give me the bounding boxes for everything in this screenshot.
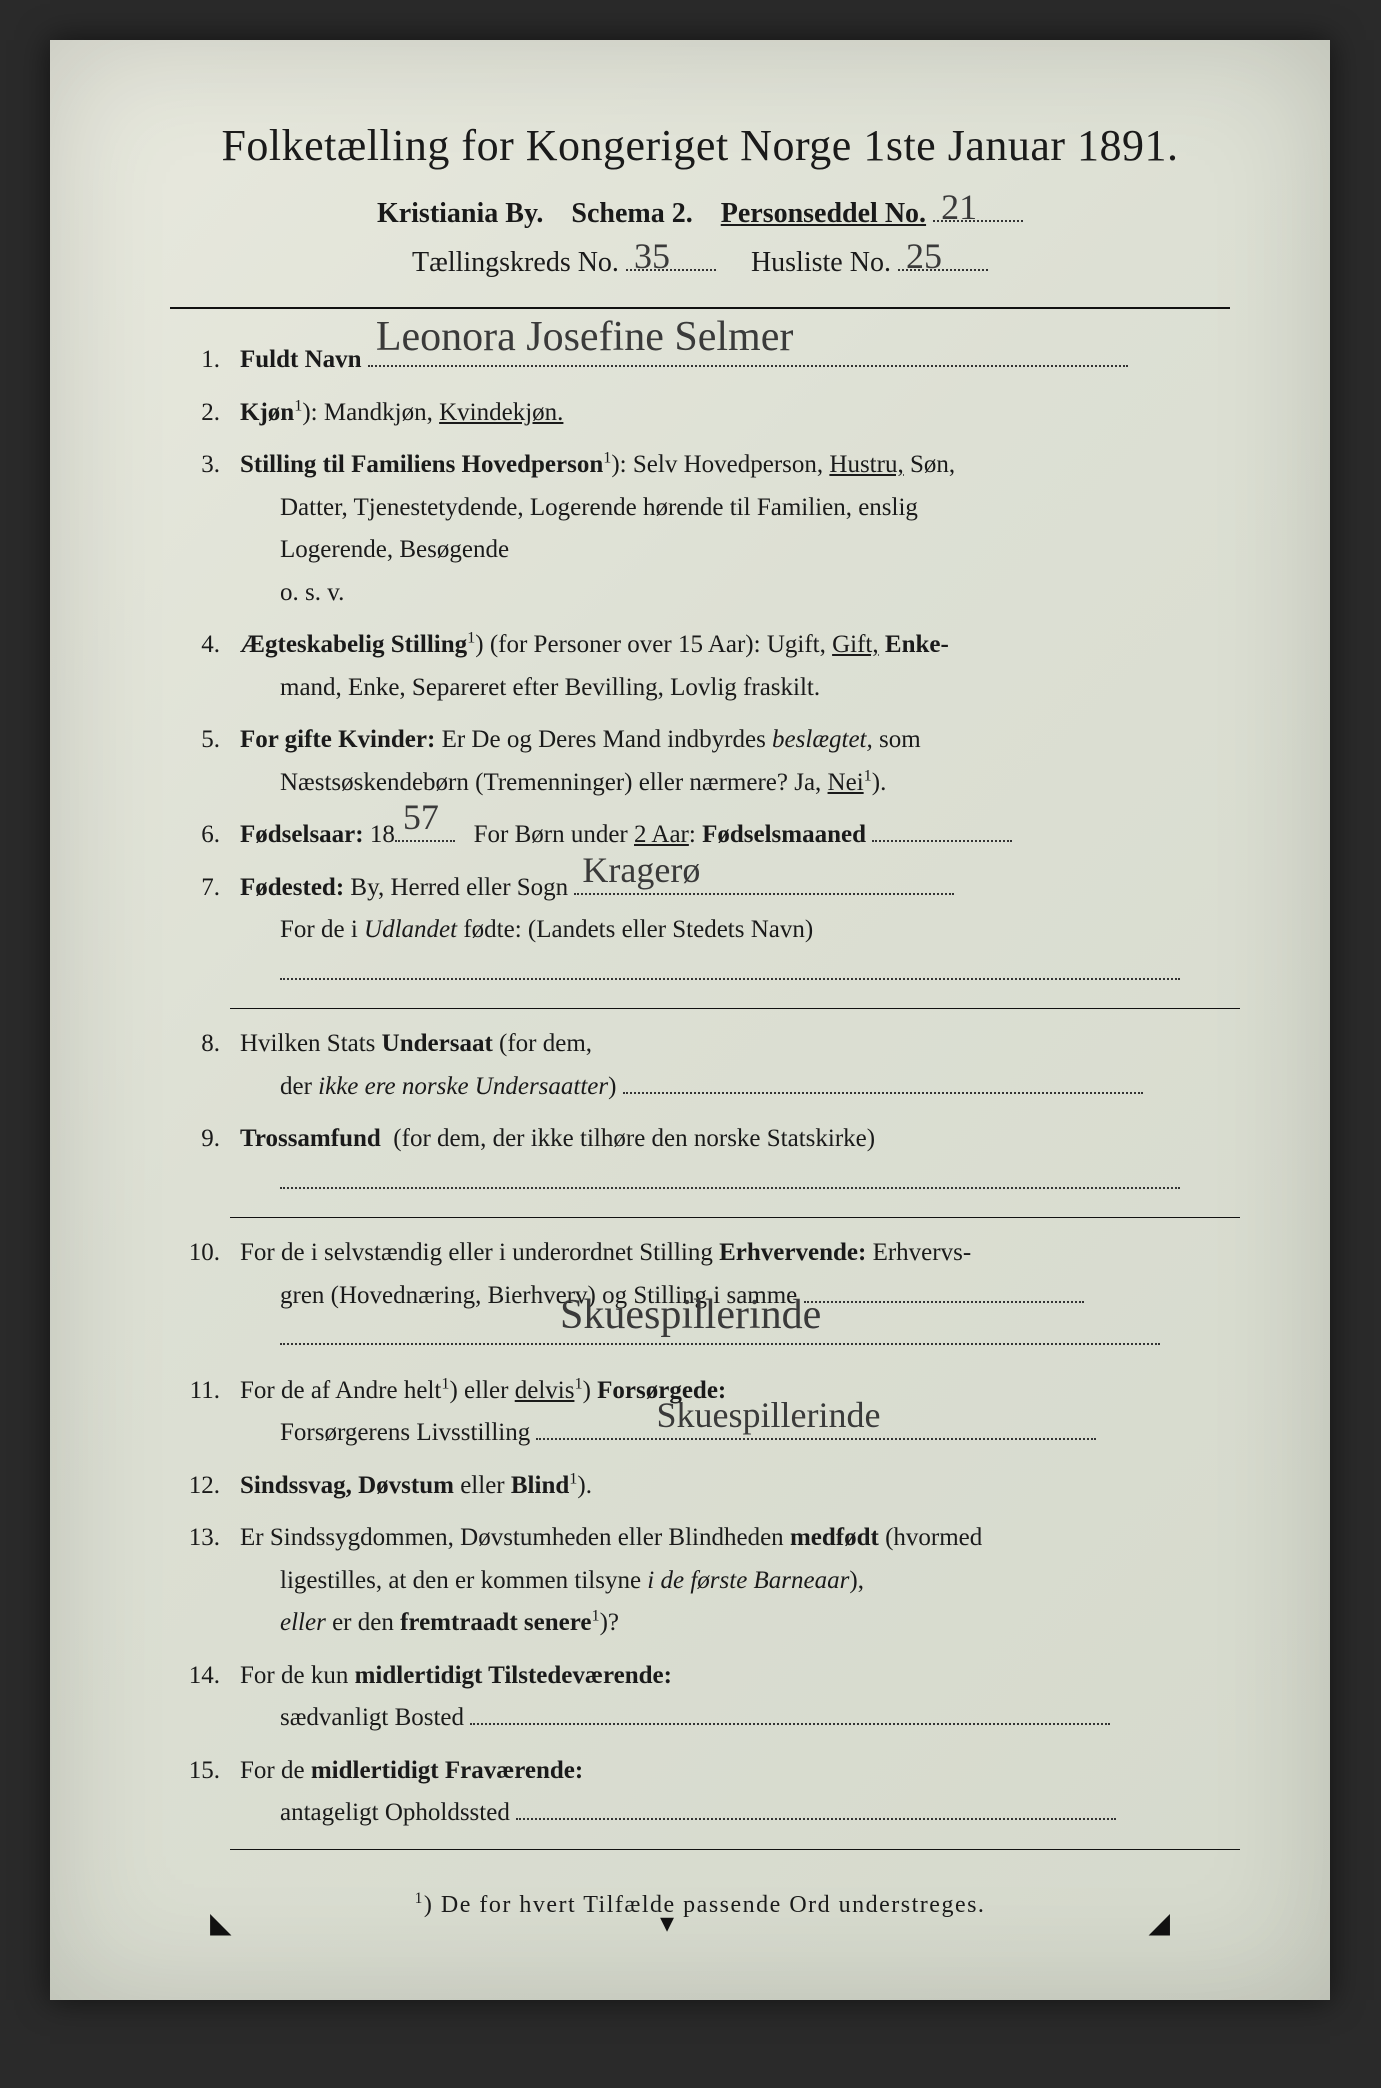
schema-label: Schema 2.	[571, 198, 692, 229]
item-2-opt-a: Mandkjøn,	[324, 399, 433, 426]
personseddel-no-value: 21	[941, 186, 977, 228]
item-1-value: Leonora Josefine Selmer	[376, 302, 794, 373]
item-11: For de af Andre helt1) eller delvis1) Fo…	[170, 1370, 1230, 1455]
item-11-field: Skuespillerinde	[536, 1416, 1096, 1441]
subline: Tællingskreds No. 35 Husliste No. 25	[170, 244, 1230, 279]
tick-mark-left: ◣	[210, 1906, 232, 1940]
divider-7	[230, 1008, 1240, 1009]
personseddel-label: Personseddel No.	[721, 198, 926, 229]
city-label: Kristiania By.	[377, 198, 543, 229]
taellingskreds-label: Tællingskreds No.	[412, 247, 619, 278]
item-5: For gifte Kvinder: Er De og Deres Mand i…	[170, 719, 1230, 804]
item-1-field: Leonora Josefine Selmer	[368, 343, 1128, 368]
taellingskreds-no-value: 35	[634, 235, 670, 277]
item-4: Ægteskabelig Stilling1) (for Personer ov…	[170, 624, 1230, 709]
item-9: Trossamfund (for dem, der ikke tilhøre d…	[170, 1118, 1230, 1218]
census-form-page: Folketælling for Kongeriget Norge 1ste J…	[50, 40, 1330, 2000]
item-8: Hvilken Stats Undersaat (for dem, der ik…	[170, 1023, 1230, 1108]
form-items: Fuldt Navn Leonora Josefine Selmer Kjøn1…	[170, 339, 1230, 1850]
item-1-label: Fuldt Navn	[240, 346, 362, 373]
husliste-no-value: 25	[906, 235, 942, 277]
item-14: For de kun midlertidigt Tilstedeværende:…	[170, 1655, 1230, 1740]
divider-bottom	[230, 1849, 1240, 1850]
husliste-label: Husliste No.	[751, 247, 891, 278]
item-3: Stilling til Familiens Hovedperson1): Se…	[170, 444, 1230, 614]
main-title: Folketælling for Kongeriget Norge 1ste J…	[170, 120, 1230, 171]
item-2-label: Kjøn	[240, 399, 294, 426]
item-9-label: Trossamfund	[240, 1125, 381, 1152]
item-7: Fødested: By, Herred eller Sogn Kragerø …	[170, 867, 1230, 1010]
item-10-field: Skuespillerinde	[280, 1321, 1160, 1346]
tick-mark-mid: ▾	[660, 1906, 674, 1940]
item-15: For de midlertidigt Fraværende: antageli…	[170, 1750, 1230, 1850]
taellingskreds-no-field: 35	[626, 244, 716, 271]
footnote: 1) De for hvert Tilfælde passende Ord un…	[170, 1890, 1230, 1919]
item-3-label: Stilling til Familiens Hovedperson	[240, 451, 603, 478]
item-10: For de i selvstændig eller i underordnet…	[170, 1232, 1230, 1360]
item-13: Er Sindssygdommen, Døvstumheden eller Bl…	[170, 1517, 1230, 1645]
item-4-label: Ægteskabelig Stilling	[240, 631, 467, 658]
item-12: Sindssvag, Døvstum eller Blind1).	[170, 1465, 1230, 1508]
item-7-label: Fødested:	[240, 874, 344, 901]
item-2-opt-b: Kvindekjøn.	[439, 399, 563, 426]
husliste-no-field: 25	[898, 244, 988, 271]
subtitle-line: Kristiania By. Schema 2. Personseddel No…	[170, 195, 1230, 230]
item-5-label: For gifte Kvinder:	[240, 726, 435, 753]
item-6-label: Fødselsaar:	[240, 821, 364, 848]
divider-9	[230, 1217, 1240, 1218]
item-1: Fuldt Navn Leonora Josefine Selmer	[170, 339, 1230, 382]
personseddel-no-field: 21	[933, 195, 1023, 222]
item-2: Kjøn1): Mandkjøn, Kvindekjøn.	[170, 392, 1230, 435]
tick-mark-right: ◢	[1148, 1906, 1170, 1940]
